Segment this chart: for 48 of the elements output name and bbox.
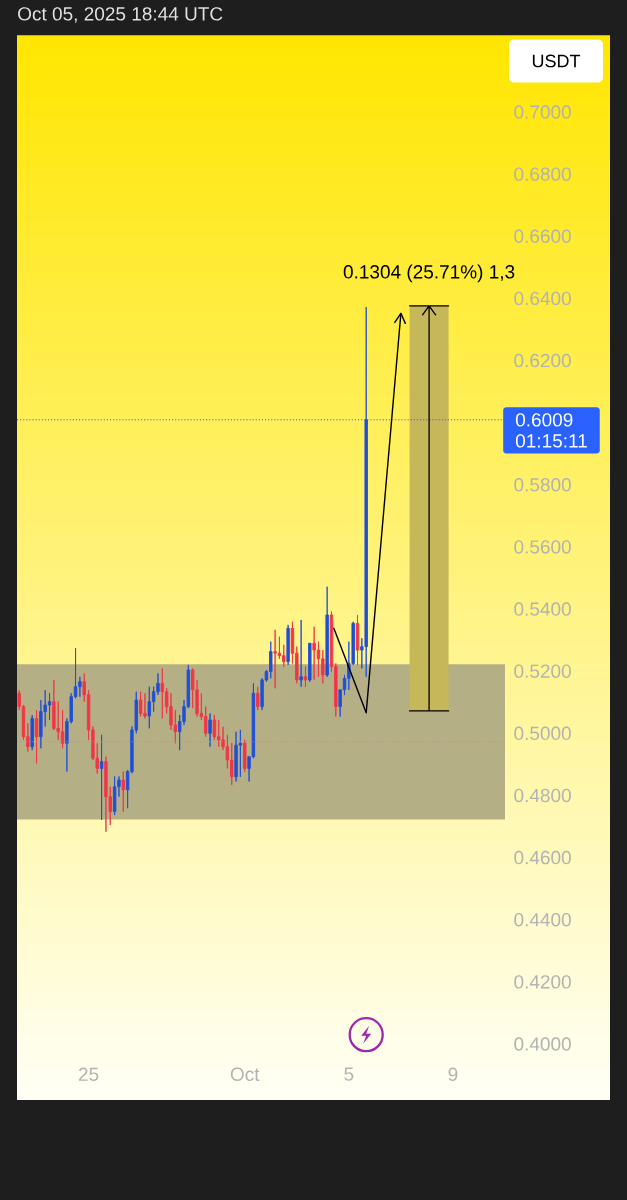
candlestick [312,626,316,681]
candlestick [104,756,108,833]
y-tick-label: 0.5200 [514,664,571,678]
candlestick [273,629,277,689]
y-tick-label: 0.4800 [514,788,571,803]
candlestick [138,691,143,717]
text: 01:15:11 [515,434,587,448]
candlestick [34,709,39,764]
y-tick-label: 0.6800 [514,167,571,181]
x-tick-label: 5 [344,1067,354,1081]
y-tick-label: 0.4200 [514,975,571,989]
ref-line-label: 0.6009 [515,413,573,427]
y-tick-label: 0.5800 [514,478,571,492]
y-tick-label: 0.4600 [514,850,571,865]
candlestick [238,729,243,778]
candlestick [30,714,34,751]
candlestick [112,776,117,816]
candlestick [355,614,360,666]
chart-title: Oct 05, 2025 18:44 UTC [18,7,223,23]
candlestick [208,712,212,748]
candlestick [308,642,312,683]
y-tick-label: 0.5400 [514,602,571,616]
y-axis-title: USDT [532,54,581,68]
data-label: 0.1304 (25.71%) 1,3 [343,264,515,283]
x-tick-label: Oct [230,1067,260,1081]
y-tick-label: 0.4400 [514,913,571,927]
candlestick [143,692,147,719]
candlestick [286,624,290,666]
y-tick-label: 0.7000 [514,105,571,119]
candlestick [234,731,238,782]
candlestick [243,739,247,772]
x-tick-label: 25 [78,1067,99,1081]
y-tick-label: 0.4000 [514,1037,571,1051]
candlestick [364,306,368,678]
candlestick [299,619,303,688]
candlestick [256,686,260,711]
y-tick-label: 0.6200 [514,353,571,368]
x-tick-label: 9 [448,1067,458,1081]
candlestick [160,667,165,719]
candlestick [269,641,273,679]
y-tick-label: 0.6400 [514,291,571,306]
y-tick-label: 0.5000 [514,726,571,741]
y-tick-label: 0.5600 [514,540,571,554]
candlestick [99,734,104,821]
y-tick-label: 0.6600 [514,229,571,243]
candlestick [303,666,308,688]
candlestick [121,771,125,813]
candlestick [325,586,329,678]
